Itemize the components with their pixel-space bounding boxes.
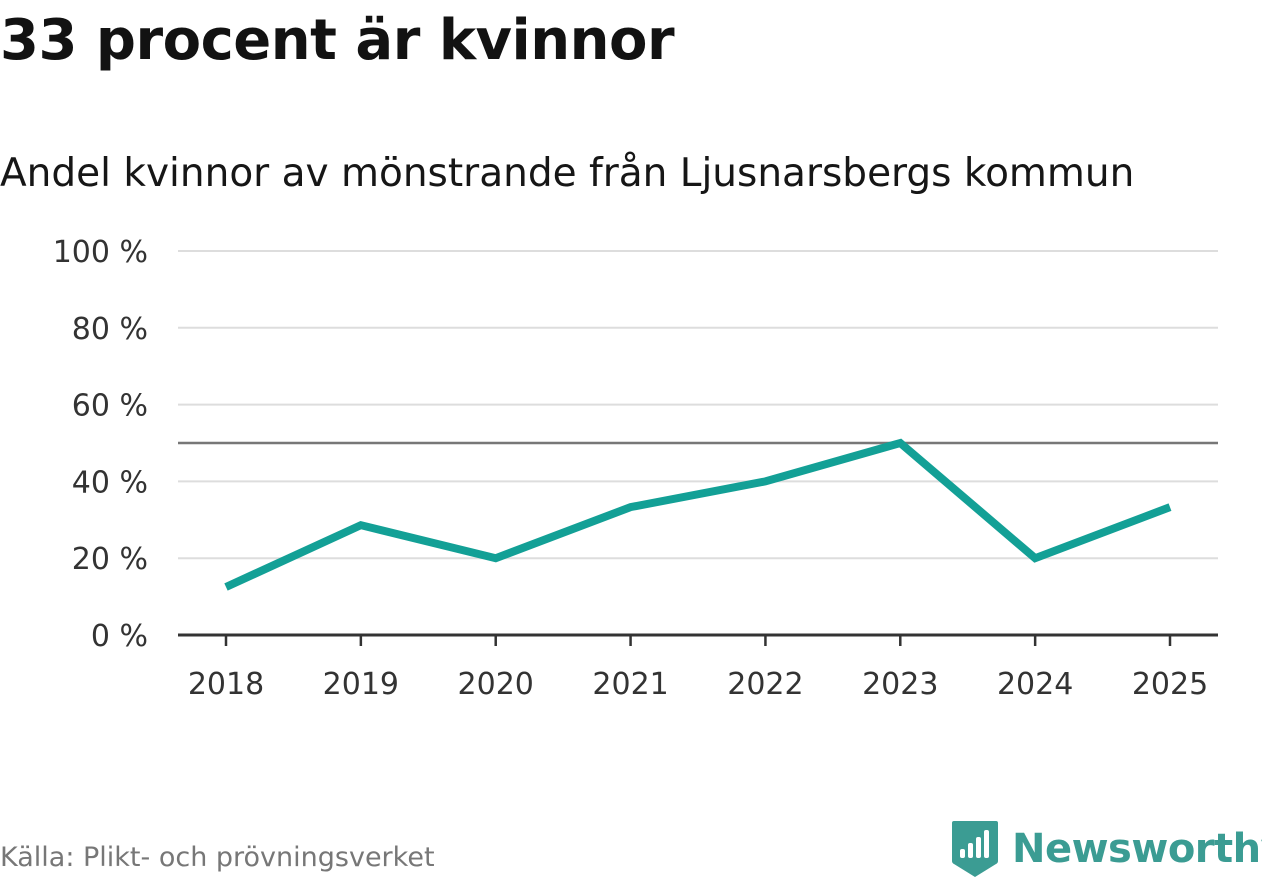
y-tick-label: 0 %	[91, 619, 148, 654]
y-axis-labels: 0 % 20 % 40 % 60 % 80 % 100 %	[53, 235, 148, 654]
x-tick-label: 2025	[1132, 667, 1208, 702]
x-axis-labels: 2018 2019 2020 2021 2022 2023 2024 2025	[188, 667, 1208, 702]
x-tick-label: 2020	[458, 667, 534, 702]
x-tick-label: 2019	[323, 667, 399, 702]
chart-title: 33 procent är kvinnor	[0, 8, 675, 73]
data-point-2020	[492, 554, 500, 562]
series-line	[224, 438, 1172, 591]
x-tick-label: 2022	[727, 667, 803, 702]
data-point-2024	[1031, 554, 1039, 562]
x-tick-label: 2024	[997, 667, 1073, 702]
x-axis	[178, 633, 1218, 646]
source-note: Källa: Plikt- och prövningsverket	[0, 842, 435, 873]
chart-subtitle: Andel kvinnor av mönstrande från Ljusnar…	[0, 151, 1135, 196]
y-tick-label: 40 %	[72, 465, 148, 500]
data-point-2018	[222, 583, 230, 591]
data-point-2022	[761, 477, 769, 485]
y-tick-label: 100 %	[53, 235, 148, 270]
x-tick-label: 2021	[592, 667, 668, 702]
data-point-2025	[1166, 503, 1174, 511]
y-tick-label: 80 %	[72, 312, 148, 347]
newsworthy-logo-icon	[952, 821, 998, 877]
y-tick-label: 60 %	[72, 389, 148, 424]
series-group	[222, 438, 1174, 591]
data-point-2023	[896, 439, 904, 447]
y-tick-label: 20 %	[72, 542, 148, 577]
logo-wordmark: Newsworthy	[1012, 826, 1262, 872]
data-point-2019	[357, 521, 365, 529]
newsworthy-logo: Newsworthy	[950, 818, 1262, 880]
data-point-2021	[627, 503, 635, 511]
gridlines	[178, 250, 1218, 560]
x-tick-label: 2023	[862, 667, 938, 702]
x-tick-label: 2018	[188, 667, 264, 702]
